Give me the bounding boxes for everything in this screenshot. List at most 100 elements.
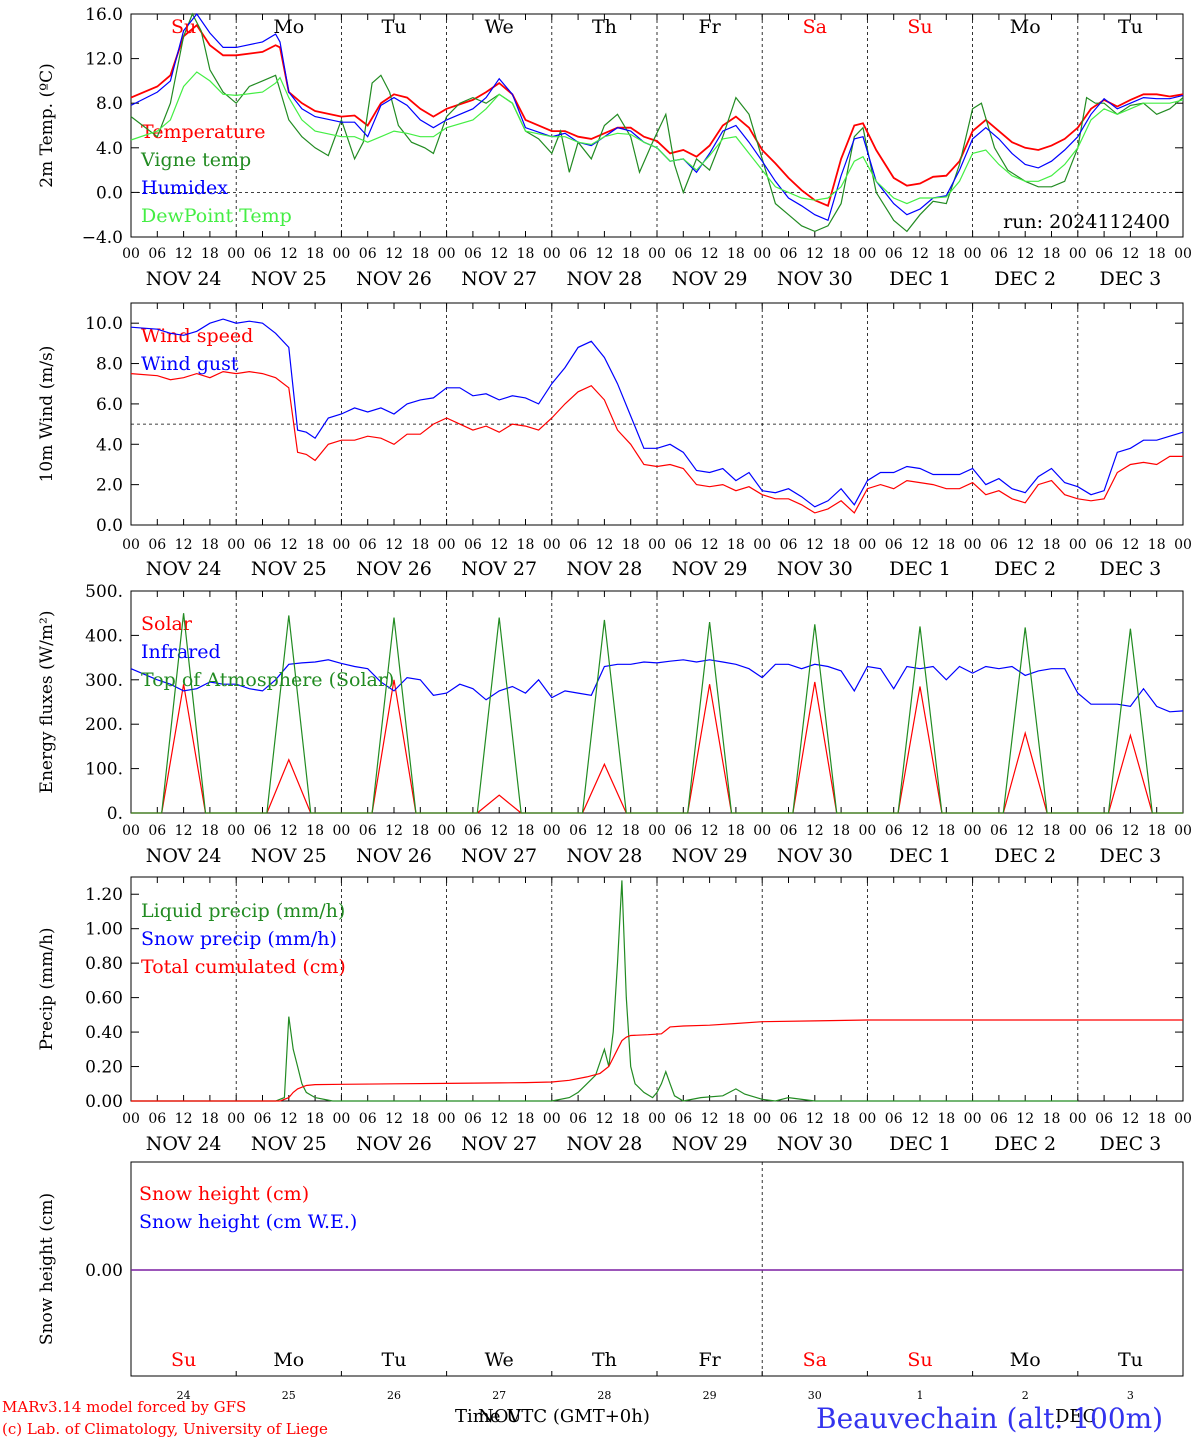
legend-entry: Wind speed: [141, 325, 253, 347]
y-tick-label: 0.: [107, 804, 123, 824]
day-label: NOV 28: [566, 845, 642, 867]
x-tick-label: 06: [780, 1111, 798, 1127]
x-tick-label: 18: [411, 246, 429, 262]
x-tick-label: 12: [490, 1111, 508, 1127]
lab-credit: (c) Lab. of Climatology, University of L…: [2, 1420, 328, 1438]
y-axis-title: 2m Temp. (ºC): [37, 63, 57, 188]
x-tick-label: 18: [937, 537, 955, 553]
day-label: NOV 28: [566, 1133, 642, 1155]
series-line-0-3: [130, 71, 1184, 205]
day-label: DEC 2: [994, 1133, 1056, 1155]
legend-entry: Snow precip (mm/h): [141, 928, 337, 950]
y-tick-label: 8.0: [96, 355, 123, 375]
y-tick-label: 0.0: [96, 516, 123, 536]
x-tick-label: 06: [1095, 246, 1113, 262]
y-tick-label: 300.: [85, 671, 123, 691]
legend-entry: Temperature: [141, 121, 265, 143]
day-label: NOV 26: [356, 268, 432, 290]
x-tick-label: 00: [438, 537, 456, 553]
x-tick-label: 12: [175, 1111, 193, 1127]
x-tick-label: 18: [517, 823, 535, 839]
x-tick-label: 00: [858, 1111, 876, 1127]
day-label: DEC 3: [1100, 558, 1162, 580]
x-tick-label: 00: [1174, 246, 1192, 262]
plot-frame: [130, 13, 1184, 238]
x-tick-label: 18: [306, 246, 324, 262]
x-tick-label: 12: [911, 246, 929, 262]
y-axis-title: Snow height (cm): [37, 1193, 57, 1345]
day-label: NOV 24: [146, 558, 222, 580]
x-tick-label: 06: [464, 537, 482, 553]
x-tick-label: 06: [885, 823, 903, 839]
x-tick-label: 18: [727, 246, 745, 262]
x-tick-label: 00: [227, 246, 245, 262]
x-tick-label: 18: [832, 823, 850, 839]
x-tick-label: 00: [858, 537, 876, 553]
day-label: NOV 26: [356, 845, 432, 867]
x-tick-label: 00: [438, 1111, 456, 1127]
x-tick-label: 06: [990, 823, 1008, 839]
x-tick-label: 18: [622, 1111, 640, 1127]
x-tick-label: 12: [175, 537, 193, 553]
legend-entry: Wind gust: [141, 353, 239, 375]
x-tick-label: 06: [1095, 537, 1113, 553]
legend-entry: Vigne temp: [140, 149, 251, 171]
weekday-label: Su: [171, 1349, 196, 1371]
x-tick-label: 12: [806, 1111, 824, 1127]
y-axis-title: 10m Wind (m/s): [37, 346, 57, 483]
weekday-label: Tu: [1118, 1349, 1143, 1371]
y-tick-label: 4.0: [96, 435, 123, 455]
x-tick-label: 12: [490, 537, 508, 553]
x-tick-label: 00: [227, 823, 245, 839]
x-tick-label: 00: [753, 1111, 771, 1127]
weekday-label: We: [485, 16, 514, 38]
x-tick-label: 18: [411, 823, 429, 839]
day-label: NOV 27: [461, 268, 537, 290]
y-tick-label: 0.00: [85, 1261, 123, 1281]
legend-entry: Liquid precip (mm/h): [141, 900, 345, 922]
day-label: NOV 27: [461, 1133, 537, 1155]
x-tick-label: 12: [595, 1111, 613, 1127]
x-tick-label: 12: [1121, 823, 1139, 839]
x-tick-label: 06: [674, 537, 692, 553]
x-tick-label: 06: [569, 1111, 587, 1127]
x-tick-label: 12: [1121, 537, 1139, 553]
series-line-1-1: [130, 318, 1184, 508]
x-tick-label: 06: [990, 1111, 1008, 1127]
x-tick-label: 12: [175, 823, 193, 839]
x-tick-label: 12: [806, 823, 824, 839]
x-tick-label: 06: [1095, 1111, 1113, 1127]
day-label: NOV 28: [566, 558, 642, 580]
x-tick-label: 18: [411, 537, 429, 553]
legend-entry: DewPoint Temp: [141, 205, 292, 227]
day-number: 29: [703, 1389, 717, 1402]
y-tick-label: 6.0: [96, 395, 123, 415]
x-tick-label: 00: [1069, 823, 1087, 839]
day-number: 27: [492, 1389, 506, 1402]
x-tick-label: 06: [464, 823, 482, 839]
day-label: DEC 3: [1100, 845, 1162, 867]
weekday-label: Mo: [273, 1349, 304, 1371]
day-label: NOV 28: [566, 268, 642, 290]
y-tick-label: 400.: [85, 626, 123, 646]
day-label: NOV 26: [356, 1133, 432, 1155]
x-tick-label: 06: [885, 537, 903, 553]
y-tick-label: 4.0: [96, 139, 123, 159]
x-tick-label: 06: [464, 246, 482, 262]
x-tick-label: 00: [1174, 823, 1192, 839]
x-tick-label: 06: [674, 1111, 692, 1127]
x-tick-label: 00: [753, 823, 771, 839]
x-tick-label: 00: [648, 537, 666, 553]
series-line-3-0: [131, 880, 1078, 1102]
x-tick-label: 00: [543, 246, 561, 262]
x-tick-label: 12: [806, 537, 824, 553]
weekday-label: Su: [171, 16, 196, 38]
day-label: DEC 1: [889, 558, 951, 580]
day-label: NOV 27: [461, 558, 537, 580]
x-tick-label: 12: [1016, 537, 1034, 553]
weekday-label: Th: [592, 1349, 617, 1371]
weekday-label: Th: [592, 16, 617, 38]
x-tick-label: 18: [306, 537, 324, 553]
day-label: NOV 25: [251, 268, 327, 290]
y-tick-label: 500.: [85, 582, 123, 602]
